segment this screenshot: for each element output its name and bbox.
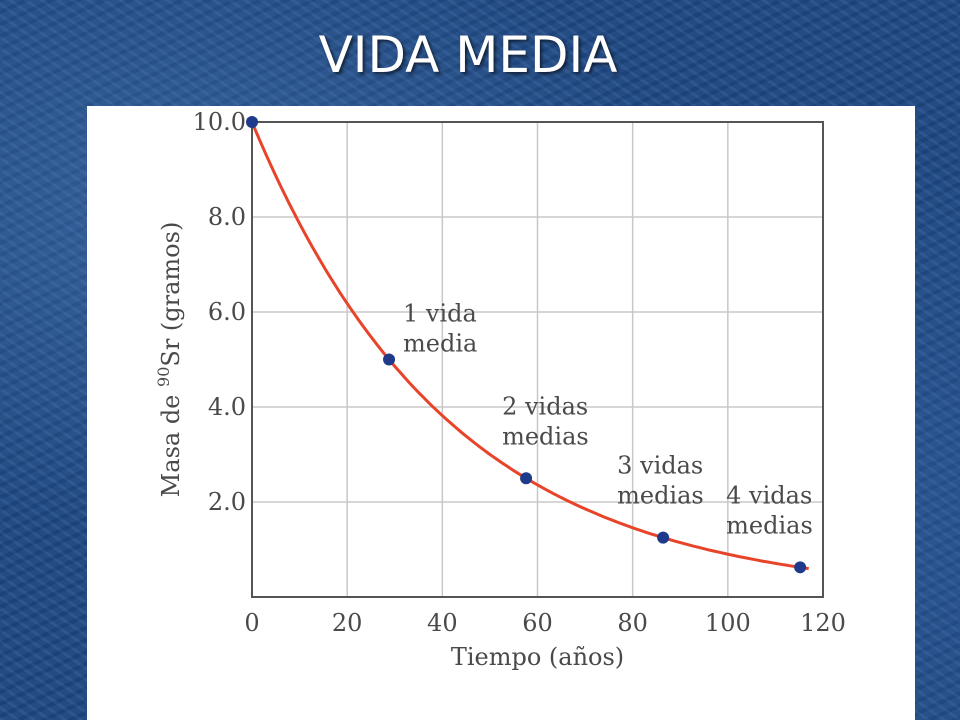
- data-point: [383, 353, 396, 366]
- x-tick-label: 20: [332, 609, 363, 637]
- annotation-label: 2 vidas medias: [502, 392, 589, 450]
- x-tick-label: 0: [244, 609, 259, 637]
- plot-frame: [251, 121, 824, 598]
- half-life-chart: 0 20 40 60 80 100 120 2.04.06.08.010.0 1 vida m…: [154, 108, 846, 671]
- y-tick-label: 10.0: [193, 108, 246, 136]
- y-tick-label: 6.0: [208, 298, 246, 326]
- y-tick-label: 8.0: [208, 203, 246, 231]
- data-points: [246, 116, 807, 574]
- x-tick-label: 40: [427, 609, 458, 637]
- x-tick-label: 80: [617, 609, 648, 637]
- x-tick-label: 120: [800, 609, 846, 637]
- data-point: [657, 531, 670, 544]
- data-point: [246, 116, 258, 128]
- y-axis-title-suffix: Sr (gramos): [157, 222, 185, 367]
- annotation-label: 3 vidas medias: [617, 452, 704, 510]
- annotation-line: 1 vida: [403, 300, 477, 328]
- data-point: [794, 561, 807, 574]
- annotation-line: 3 vidas: [617, 452, 703, 480]
- annotation-line: media: [403, 330, 477, 358]
- annotation-label: 1 vida media: [403, 300, 477, 358]
- y-axis-title: Masa de 90Sr (gramos): [154, 222, 185, 498]
- annotation-line: medias: [502, 422, 589, 450]
- y-tick-label: 4.0: [208, 393, 246, 421]
- annotation-line: medias: [726, 511, 813, 539]
- slide-title: VIDA MEDIA: [318, 26, 618, 84]
- y-axis-ticks: 2.0 4.0 6.0 8.0 10.0: [193, 108, 246, 516]
- annotation-line: medias: [617, 482, 704, 510]
- x-axis-ticks: 0 20 40 60 80 100 120: [244, 609, 846, 637]
- annotation-label: 4 vidas medias: [726, 481, 813, 539]
- chart-panel: 0 20 40 60 80 100 120 2.0 4.0 6.0 8.0 10.0 1 vida m…: [87, 106, 915, 720]
- y-axis-title-superscript: 90: [154, 367, 173, 387]
- x-tick-label: 100: [705, 609, 751, 637]
- x-tick-label: 60: [522, 609, 553, 637]
- y-axis-title-prefix: Masa de: [157, 387, 185, 497]
- data-point: [520, 472, 533, 485]
- annotation-line: 4 vidas: [726, 481, 812, 509]
- y-tick-label: 2.0: [208, 488, 246, 516]
- annotation-line: 2 vidas: [502, 392, 588, 420]
- x-axis-title: Tiempo (años): [451, 643, 624, 671]
